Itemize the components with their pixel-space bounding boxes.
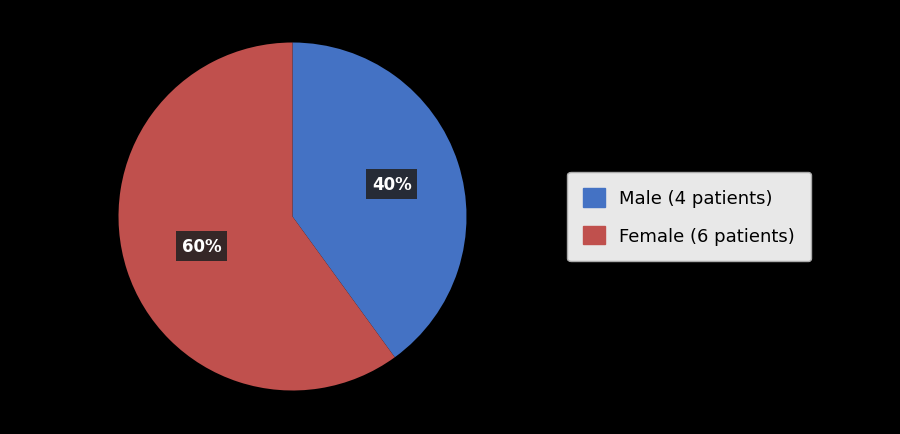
Wedge shape bbox=[119, 43, 395, 391]
Text: 60%: 60% bbox=[182, 237, 221, 256]
Wedge shape bbox=[292, 43, 466, 358]
Text: 40%: 40% bbox=[372, 176, 411, 194]
Legend: Male (4 patients), Female (6 patients): Male (4 patients), Female (6 patients) bbox=[567, 172, 812, 262]
